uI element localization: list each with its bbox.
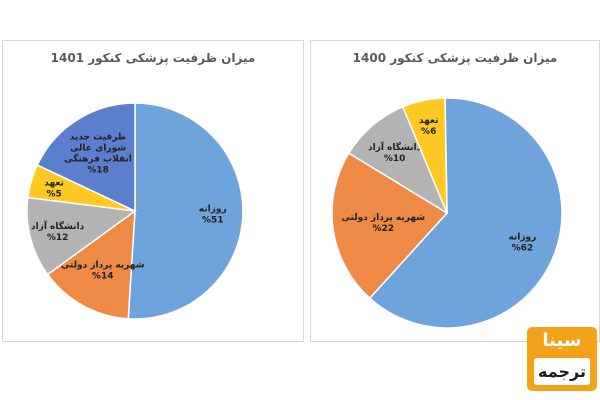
pie-1400-slice-1-percent-label: %22: [373, 224, 395, 234]
pie-1400-slice-2-label: دانشگاه آزاد: [368, 141, 422, 153]
pie-1400-slice-3-label: تعهد: [419, 116, 439, 126]
pie-1401-slice-3-label: تعهد: [44, 179, 64, 189]
pie-1400-slice-2-percent-label: %10: [384, 154, 406, 164]
chart-1400-panel: میزان ظرفیت پزشکی کنکور 1400 روزانه %62 شه…: [310, 40, 600, 342]
pie-chart-1401: روزانه%51 شهریه پرداز دولتی%14 دانشگاه آزا…: [26, 102, 244, 320]
logo-bottom-text: ترجمه: [534, 358, 590, 385]
logo-top-text: سینا: [542, 330, 582, 351]
chart-title-1400: میزان ظرفیت پزشکی کنکور 1400: [352, 51, 558, 65]
pie-1401-slice-4-label: ظرفیت جدید: [70, 133, 127, 143]
pie-1401-slice-4-percent-label: %18: [87, 166, 109, 176]
pie-1401-slice-4: [36, 102, 136, 213]
pie-1400-slice-3: [401, 97, 448, 214]
pie-1400-slice-0-percent-label: %62: [512, 243, 534, 253]
pie-1401-slice-2-percent-label: %12: [47, 233, 69, 243]
chart-title-1401: میزان ظرفیت پزشکی کنکور 1401: [50, 51, 256, 65]
pie-1401-slice-0-label: روزانه: [199, 204, 227, 214]
pie-chart-1400: روزانه%62 شهریه پرداز دولتی%22 دانشگاه آزا…: [331, 97, 563, 329]
pie-1401-slice-1-percent-label: %14: [92, 272, 114, 282]
pie-1401-slice-1: [46, 209, 136, 320]
pie-1400-slice-1-label: شهریه پرداز دولتی: [341, 213, 425, 223]
pie-1401-slice-1-label: شهریه پرداز دولتی: [61, 261, 145, 271]
chart-1401-panel: میزان ظرفیت پزشکی کنکور 1401 روزانه %51 شه…: [2, 40, 304, 342]
pie-1401-slice-3-percent-label: %5: [46, 190, 61, 200]
pie-1401-slice-4-label: انقلاب فرهنگی: [64, 153, 132, 165]
pie-1400-slice-0: [368, 97, 563, 329]
pie-1401-slice-2-label: دانشگاه آزاد: [31, 220, 85, 232]
pie-1400-slice-1: [331, 152, 449, 300]
pie-1401-slice-0-percent-label: %51: [202, 215, 224, 225]
pie-1400-slice-3-percent-label: %6: [421, 127, 436, 137]
pie-1401-slice-4-label: شورای عالی: [70, 144, 126, 154]
sina-tarjome-logo: سینا ترجمه: [527, 327, 597, 391]
pie-1400-slice-0-label: روزانه: [508, 232, 536, 242]
pie-1401-slice-2: [26, 196, 137, 276]
pie-1400-slice-2: [347, 105, 449, 215]
pie-1401-slice-0: [127, 102, 244, 320]
